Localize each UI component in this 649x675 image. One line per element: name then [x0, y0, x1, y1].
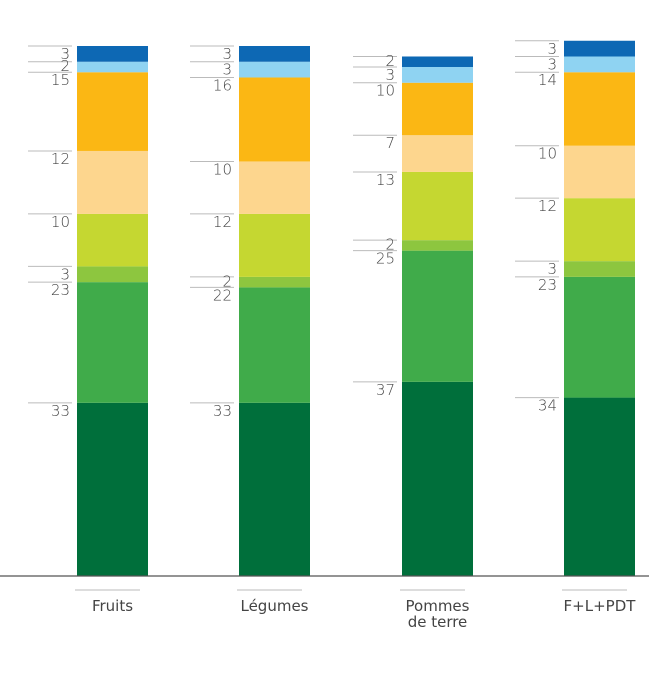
- value-label: 10: [213, 160, 232, 178]
- value-label: 15: [51, 71, 70, 89]
- bar-segment-2-7: [239, 61, 310, 78]
- value-label: 16: [213, 76, 232, 94]
- bar-segment-3-2: [402, 250, 473, 382]
- value-label: 2: [385, 236, 395, 254]
- value-label: 23: [51, 281, 70, 299]
- bar-segment-1-4: [77, 213, 148, 267]
- value-label: 3: [60, 45, 70, 63]
- value-label: 3: [222, 61, 232, 79]
- value-label: 3: [547, 260, 557, 278]
- value-label: 2: [385, 52, 395, 70]
- bar-segment-2-8: [239, 46, 310, 62]
- bar-segment-2-1: [239, 402, 310, 576]
- bar-segment-4-5: [564, 145, 635, 199]
- bar-segment-2-2: [239, 287, 310, 403]
- bar-segment-3-6: [402, 82, 473, 136]
- bar-segment-1-2: [77, 282, 148, 403]
- value-label: 3: [385, 66, 395, 84]
- value-label: 3: [547, 40, 557, 58]
- label-leader-lines: [28, 40, 559, 404]
- bar-segment-3-3: [402, 240, 473, 251]
- value-label: 13: [376, 171, 395, 189]
- bar-segment-1-8: [77, 46, 148, 62]
- bar-segment-1-7: [77, 61, 148, 73]
- bar-segment-1-3: [77, 266, 148, 283]
- bar-segments: [77, 40, 635, 576]
- value-label: 3: [222, 45, 232, 63]
- value-label: 12: [51, 150, 70, 168]
- bar-segment-4-6: [564, 72, 635, 146]
- category-label: F+L+PDT: [564, 597, 637, 615]
- bar-segment-2-3: [239, 276, 310, 288]
- value-label: 22: [213, 286, 232, 304]
- bar-segment-3-8: [402, 56, 473, 67]
- bar-segment-4-1: [564, 397, 635, 576]
- value-label: 10: [538, 145, 557, 163]
- bar-segment-2-6: [239, 77, 310, 162]
- category-label: de terre: [408, 613, 468, 631]
- category-label: Légumes: [240, 597, 308, 615]
- bar-segment-3-1: [402, 381, 473, 576]
- bar-segment-4-7: [564, 56, 635, 73]
- value-labels: 3323310121523332221210163337252137103234…: [51, 40, 557, 420]
- bar-segment-4-3: [564, 261, 635, 277]
- bar-segment-2-5: [239, 161, 310, 214]
- bar-segment-3-5: [402, 135, 473, 172]
- bar-segment-4-2: [564, 276, 635, 398]
- value-label: 7: [385, 134, 395, 152]
- value-label: 14: [538, 71, 557, 89]
- value-label: 10: [51, 213, 70, 231]
- bar-segment-2-4: [239, 213, 310, 277]
- value-label: 10: [376, 82, 395, 100]
- value-label: 3: [60, 265, 70, 283]
- bar-segment-4-8: [564, 40, 635, 57]
- value-label: 33: [213, 402, 232, 420]
- value-label: 12: [213, 213, 232, 231]
- value-label: 25: [376, 250, 395, 268]
- value-label: 23: [538, 276, 557, 294]
- bar-segment-1-5: [77, 150, 148, 214]
- value-label: 37: [376, 381, 395, 399]
- value-label: 2: [222, 272, 232, 290]
- bar-segment-1-1: [77, 402, 148, 576]
- bar-segment-4-4: [564, 198, 635, 262]
- value-label: 12: [538, 197, 557, 215]
- category-label: Pommes: [406, 597, 470, 615]
- value-label: 3: [547, 55, 557, 73]
- value-label: 2: [60, 57, 70, 75]
- bar-segment-1-6: [77, 72, 148, 151]
- bar-segment-3-7: [402, 66, 473, 83]
- category-label: Fruits: [92, 597, 133, 615]
- value-label: 34: [538, 397, 557, 415]
- bar-segment-3-4: [402, 171, 473, 241]
- value-label: 33: [51, 402, 70, 420]
